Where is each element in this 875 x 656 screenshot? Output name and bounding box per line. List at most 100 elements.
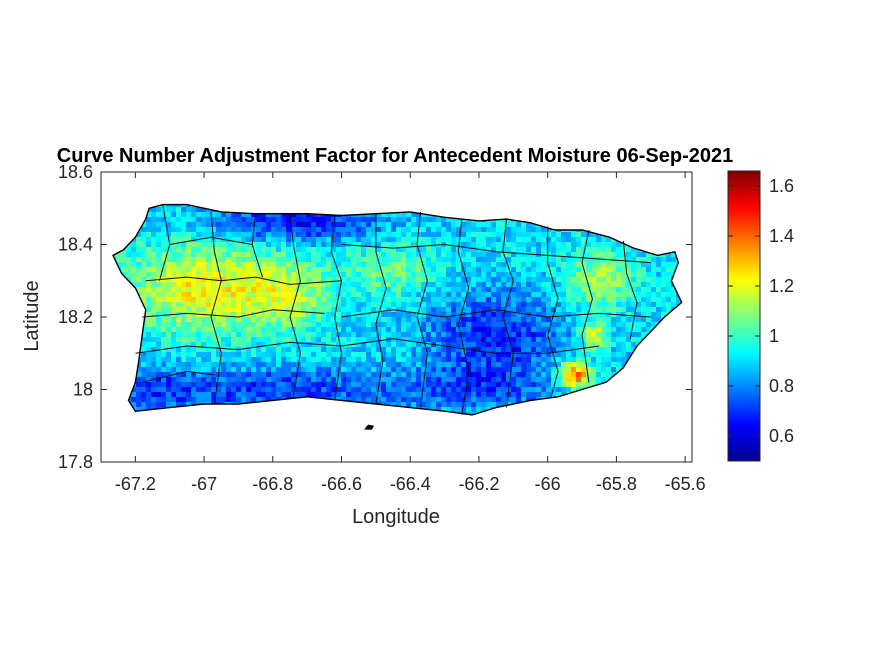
heatmap-cell	[121, 322, 127, 328]
heatmap-cell	[146, 277, 152, 283]
heatmap-cell	[441, 337, 447, 343]
heatmap-cell	[606, 387, 612, 393]
heatmap-cell	[651, 342, 657, 348]
heatmap-cell	[246, 357, 252, 363]
heatmap-cell	[126, 302, 132, 308]
heatmap-cell	[181, 387, 187, 393]
heatmap-cell	[311, 287, 317, 293]
heatmap-cell	[501, 352, 507, 358]
heatmap-cell	[436, 287, 442, 293]
heatmap-cell	[166, 252, 172, 258]
heatmap-cell	[201, 207, 207, 213]
heatmap-cell	[236, 272, 242, 278]
heatmap-cell	[156, 397, 162, 403]
heatmap-cell	[281, 262, 287, 268]
heatmap-cell	[106, 392, 112, 398]
heatmap-cell	[326, 217, 332, 223]
heatmap-cell	[421, 392, 427, 398]
heatmap-cell	[396, 392, 402, 398]
heatmap-cell	[216, 352, 222, 358]
heatmap-cell	[171, 267, 177, 273]
heatmap-cell	[606, 237, 612, 243]
heatmap-cell	[366, 352, 372, 358]
heatmap-cell	[286, 382, 292, 388]
heatmap-cell	[406, 382, 412, 388]
heatmap-cell	[596, 222, 602, 228]
heatmap-cell	[566, 217, 572, 223]
heatmap-cell	[591, 397, 597, 403]
heatmap-cell	[341, 197, 347, 203]
heatmap-cell	[586, 232, 592, 238]
heatmap-cell	[166, 372, 172, 378]
heatmap-cell	[261, 397, 267, 403]
heatmap-cell	[621, 297, 627, 303]
heatmap-cell	[471, 307, 477, 313]
heatmap-cell	[311, 297, 317, 303]
heatmap-cell	[616, 317, 622, 323]
heatmap-cell	[271, 222, 277, 228]
heatmap-cell	[506, 262, 512, 268]
heatmap-cell	[436, 357, 442, 363]
heatmap-cell	[471, 382, 477, 388]
heatmap-cell	[286, 337, 292, 343]
heatmap-cell	[631, 297, 637, 303]
heatmap-cell	[321, 247, 327, 253]
heatmap-cell	[306, 312, 312, 318]
heatmap-cell	[401, 312, 407, 318]
heatmap-cell	[541, 267, 547, 273]
heatmap-cell	[391, 347, 397, 353]
heatmap-cell	[396, 257, 402, 263]
heatmap-cell	[176, 342, 182, 348]
heatmap-cell	[471, 252, 477, 258]
heatmap-cell	[381, 407, 387, 413]
heatmap-cell	[611, 372, 617, 378]
heatmap-cell	[161, 357, 167, 363]
heatmap-cell	[416, 387, 422, 393]
heatmap-cell	[116, 357, 122, 363]
heatmap-cell	[541, 232, 547, 238]
heatmap-cell	[356, 277, 362, 283]
heatmap-cell	[351, 347, 357, 353]
heatmap-cell	[581, 367, 587, 373]
heatmap-cell	[551, 377, 557, 383]
heatmap-cell	[406, 252, 412, 258]
heatmap-cell	[491, 287, 497, 293]
heatmap-cell	[246, 267, 252, 273]
heatmap-cell	[136, 282, 142, 288]
heatmap-cell	[261, 392, 267, 398]
heatmap-cell	[631, 247, 637, 253]
heatmap-cell	[201, 357, 207, 363]
heatmap-cell	[286, 317, 292, 323]
heatmap-cell	[626, 302, 632, 308]
heatmap-cell	[221, 204, 227, 208]
heatmap-cell	[391, 317, 397, 323]
heatmap-cell	[113, 397, 117, 403]
heatmap-cell	[276, 372, 282, 378]
heatmap-cell	[321, 267, 327, 273]
heatmap-cell	[201, 332, 207, 338]
heatmap-cell	[176, 352, 182, 358]
heatmap-cell	[236, 342, 242, 348]
heatmap-cell	[626, 204, 632, 208]
heatmap-cell	[681, 207, 682, 213]
heatmap-cell	[666, 212, 672, 218]
heatmap-cell	[341, 207, 347, 213]
heatmap-cell	[361, 222, 367, 228]
heatmap-cell	[141, 367, 147, 373]
heatmap-cell	[146, 262, 152, 268]
heatmap-cell	[416, 277, 422, 283]
heatmap-cell	[281, 222, 287, 228]
heatmap-cell	[526, 397, 532, 403]
heatmap-cell	[676, 357, 682, 363]
heatmap-cell	[356, 282, 362, 288]
heatmap-cell	[166, 392, 172, 398]
heatmap-cell	[676, 407, 682, 413]
heatmap-cell	[366, 287, 372, 293]
heatmap-cell	[316, 392, 322, 398]
heatmap-cell	[451, 307, 457, 313]
heatmap-cell	[231, 222, 237, 228]
heatmap-cell	[646, 312, 652, 318]
heatmap-cell	[211, 357, 217, 363]
heatmap-cell	[501, 387, 507, 393]
heatmap-cell	[306, 247, 312, 253]
